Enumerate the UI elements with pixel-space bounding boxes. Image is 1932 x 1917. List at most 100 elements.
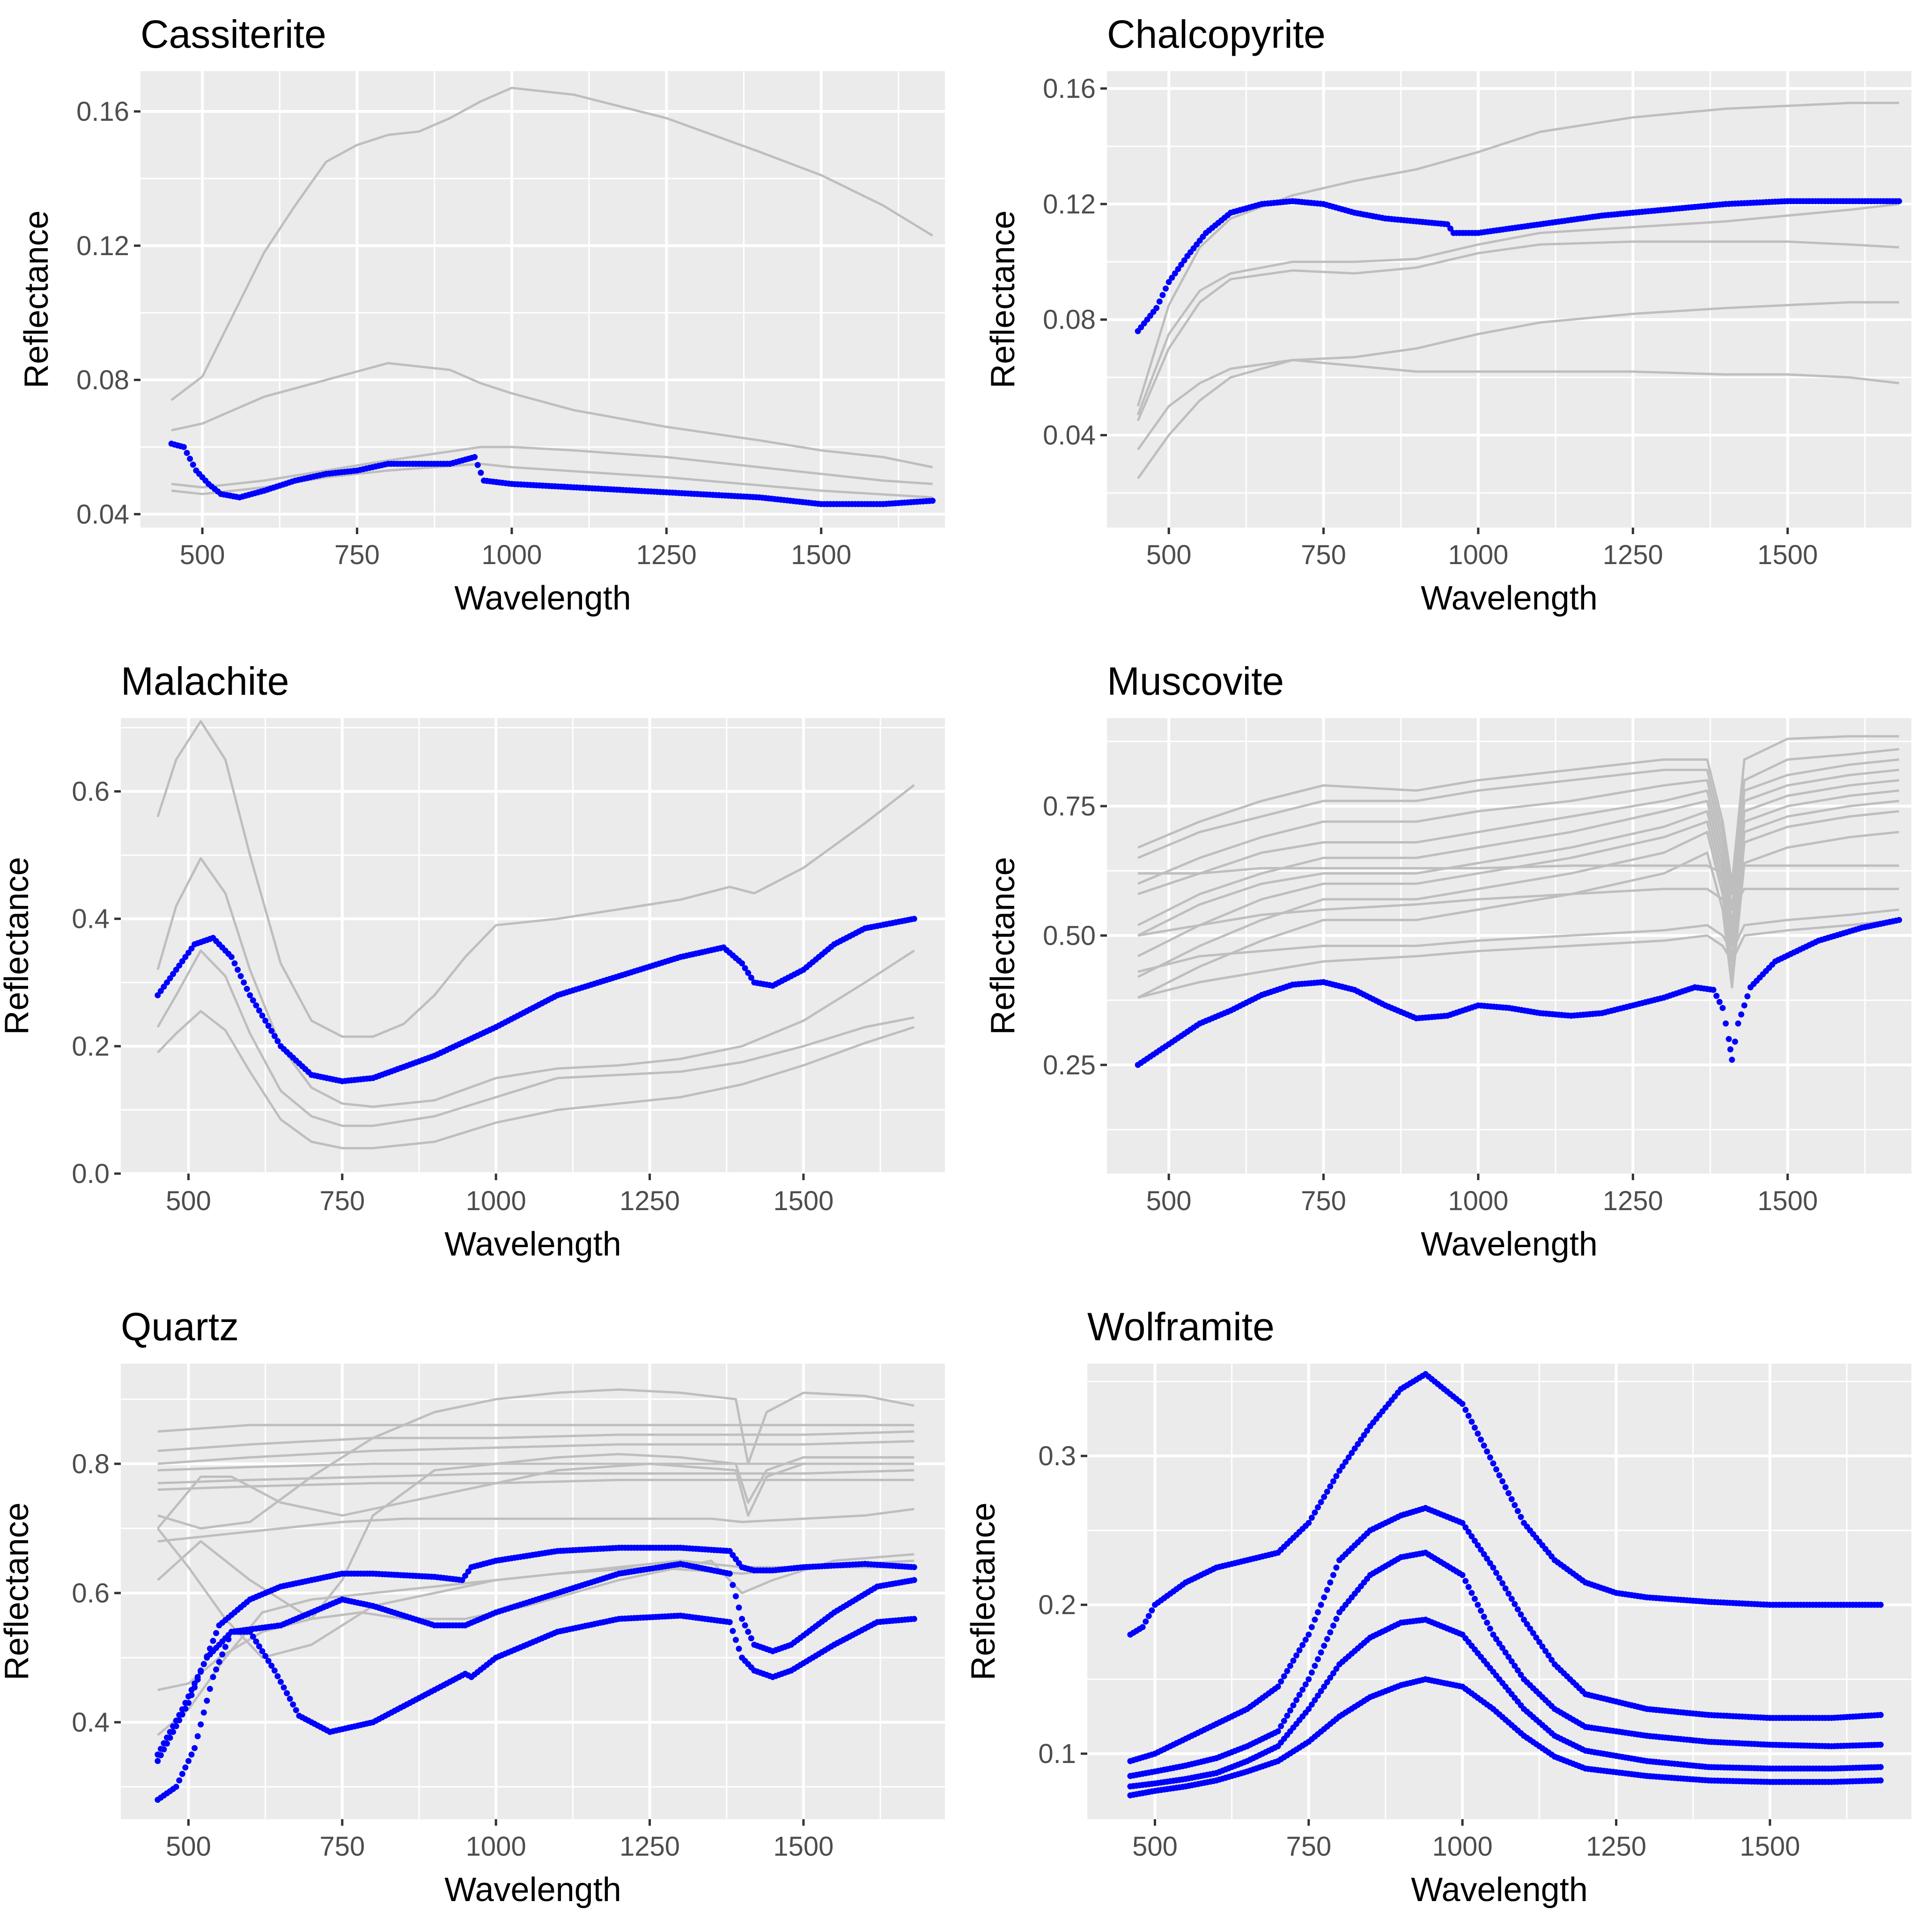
sample-point: [278, 1679, 284, 1685]
sample-point: [231, 960, 238, 967]
sample-point: [256, 1643, 262, 1650]
sample-point: [1729, 1057, 1735, 1063]
sample-point: [742, 1622, 748, 1629]
sample-point: [1345, 1454, 1352, 1461]
sample-point: [1361, 1432, 1367, 1439]
sample-point: [1732, 1038, 1738, 1045]
sample-point: [1327, 1483, 1334, 1490]
sample-point: [1499, 1478, 1506, 1484]
sample-point: [1351, 1445, 1358, 1452]
sample-point: [1487, 1560, 1493, 1566]
sample-point: [1508, 1595, 1515, 1602]
sample-point: [1518, 1672, 1524, 1678]
x-tick-label: 500: [1132, 1831, 1178, 1862]
sample-point: [225, 1636, 232, 1643]
sample-point: [241, 979, 247, 986]
sample-point: [1549, 1657, 1555, 1663]
sample-point: [1481, 1442, 1487, 1449]
series-reference-3: [1136, 240, 1899, 421]
sample-point: [911, 916, 917, 922]
sample-point: [1465, 1412, 1472, 1419]
y-tick-label: 0.04: [76, 499, 129, 529]
sample-point: [472, 454, 478, 460]
series-reference-9: [1137, 830, 1899, 999]
sample-point: [1738, 1011, 1745, 1018]
panel-title: Quartz: [121, 1305, 239, 1349]
x-tick-label: 750: [1301, 1186, 1346, 1216]
sample-point: [274, 1673, 281, 1680]
sample-point: [1163, 285, 1169, 292]
sample-point: [1496, 1575, 1503, 1581]
series-reference-6: [157, 1478, 914, 1491]
sample-point: [736, 1645, 742, 1652]
series-reference-5: [1137, 359, 1899, 479]
y-tick-label: 0.08: [76, 365, 129, 396]
sample-point: [1327, 1579, 1334, 1586]
sample-point: [1349, 1450, 1355, 1456]
series-sample-3: [1127, 1550, 1884, 1779]
x-tick-label: 500: [180, 540, 225, 570]
sample-point: [284, 1690, 290, 1697]
x-tick-label: 750: [319, 1831, 365, 1862]
sample-point: [1318, 1688, 1324, 1694]
sample-point: [170, 971, 177, 977]
sample-point: [465, 1568, 472, 1575]
sample-point: [1355, 1441, 1361, 1447]
sample-point: [247, 1629, 253, 1635]
sample-point: [1324, 1489, 1330, 1495]
sample-point: [185, 1758, 192, 1764]
y-tick-label: 0.0: [72, 1159, 110, 1189]
sample-point: [1175, 266, 1181, 272]
sample-point: [181, 444, 187, 450]
sample-point: [1741, 1002, 1748, 1009]
sample-point: [1447, 225, 1453, 232]
series-reference-8: [156, 1462, 914, 1529]
sample-point: [1508, 1496, 1515, 1502]
sample-point: [1296, 1647, 1303, 1653]
sample-point: [259, 1013, 265, 1019]
panel-malachite: 500 750 1000 1250 1500 0.0 0.2 0.4 0.6 Malachite W…: [0, 659, 945, 1263]
sample-point: [1305, 1676, 1312, 1682]
sample-point: [1475, 1430, 1481, 1437]
sample-point: [730, 1628, 736, 1634]
sample-point: [179, 1706, 185, 1712]
sample-point: [188, 1687, 195, 1693]
sample-point: [1281, 1673, 1287, 1680]
sample-point: [736, 1604, 742, 1611]
series-reference-13: [157, 1559, 914, 1736]
sample-point: [1284, 1668, 1290, 1675]
sample-point: [1293, 1652, 1300, 1659]
sample-point: [1318, 1649, 1324, 1656]
sample-point: [179, 958, 185, 964]
sample-point: [1478, 1547, 1484, 1553]
sample-point: [194, 1733, 201, 1740]
sample-point: [1475, 1542, 1481, 1549]
series-reference-4: [171, 463, 933, 499]
x-tick-label: 1250: [636, 540, 697, 570]
y-tick-label: 0.1: [1038, 1739, 1076, 1769]
sample-point: [1530, 1630, 1536, 1636]
sample-point: [1293, 1697, 1300, 1704]
sample-point: [247, 992, 253, 999]
sample-point: [1275, 1728, 1281, 1734]
x-tick-label: 1500: [791, 540, 851, 570]
sample-point: [1877, 1601, 1884, 1608]
series-reference-5: [157, 1469, 914, 1484]
sample-point: [1330, 1623, 1336, 1629]
sample-point: [1484, 1556, 1490, 1562]
series-reference-6: [1137, 789, 1899, 947]
y-tick-label: 0.4: [72, 904, 110, 934]
y-tick-label: 0.2: [1038, 1590, 1076, 1620]
series-reference-11: [156, 1528, 914, 1659]
sample-point: [1299, 1642, 1306, 1648]
series-reference-12: [1137, 908, 1899, 973]
sample-point: [1459, 1520, 1466, 1526]
sample-point: [748, 1635, 754, 1642]
sample-point: [1478, 1436, 1484, 1443]
sample-point: [1512, 1502, 1518, 1508]
y-tick-label: 0.2: [72, 1031, 110, 1062]
sample-point: [1487, 1625, 1493, 1632]
sample-point: [210, 1638, 216, 1644]
sample-point: [1527, 1625, 1534, 1632]
sample-point: [1139, 1624, 1146, 1631]
